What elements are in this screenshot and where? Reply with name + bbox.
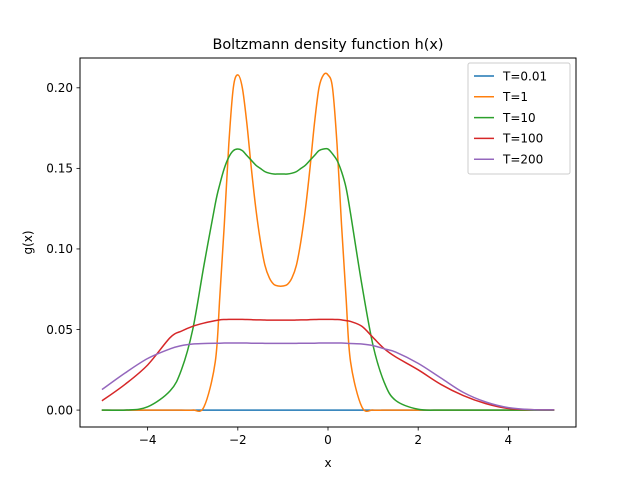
y-tick-label: 0.05 (46, 323, 73, 337)
y-axis-label: g(x) (21, 230, 35, 254)
series-line-t-1 (101, 72, 555, 413)
series-layer (101, 72, 555, 413)
legend-label: T=10 (502, 111, 536, 125)
series-line-t-200 (101, 342, 555, 411)
legend: T=0.01 T=1 T=10 T=100 T=200 (467, 62, 571, 175)
legend-frame (467, 62, 571, 175)
y-tick-label: 0.00 (46, 403, 73, 417)
y-tick-label: 0.10 (46, 242, 73, 256)
chart-title: Boltzmann density function h(x) (212, 37, 443, 53)
plot-area (101, 72, 555, 413)
x-tick-label: 0 (324, 433, 332, 447)
series-line-t-10 (101, 147, 555, 412)
axes-layer: −4 −2 0 2 4 0.00 0.05 0.10 0.15 0.20 (46, 81, 512, 447)
legend-label: T=100 (502, 132, 543, 146)
axes-frame (79, 57, 577, 428)
x-tick-label: −2 (229, 433, 247, 447)
x-axis-label: x (324, 456, 331, 470)
x-tick-label: 2 (414, 433, 422, 447)
legend-label: T=1 (502, 90, 528, 104)
legend-label: T=0.01 (502, 69, 547, 83)
legend-label: T=200 (502, 153, 543, 167)
x-tick-label: −4 (139, 433, 157, 447)
y-tick-label: 0.20 (46, 81, 73, 95)
y-tick-label: 0.15 (46, 162, 73, 176)
x-tick-label: 4 (505, 433, 513, 447)
